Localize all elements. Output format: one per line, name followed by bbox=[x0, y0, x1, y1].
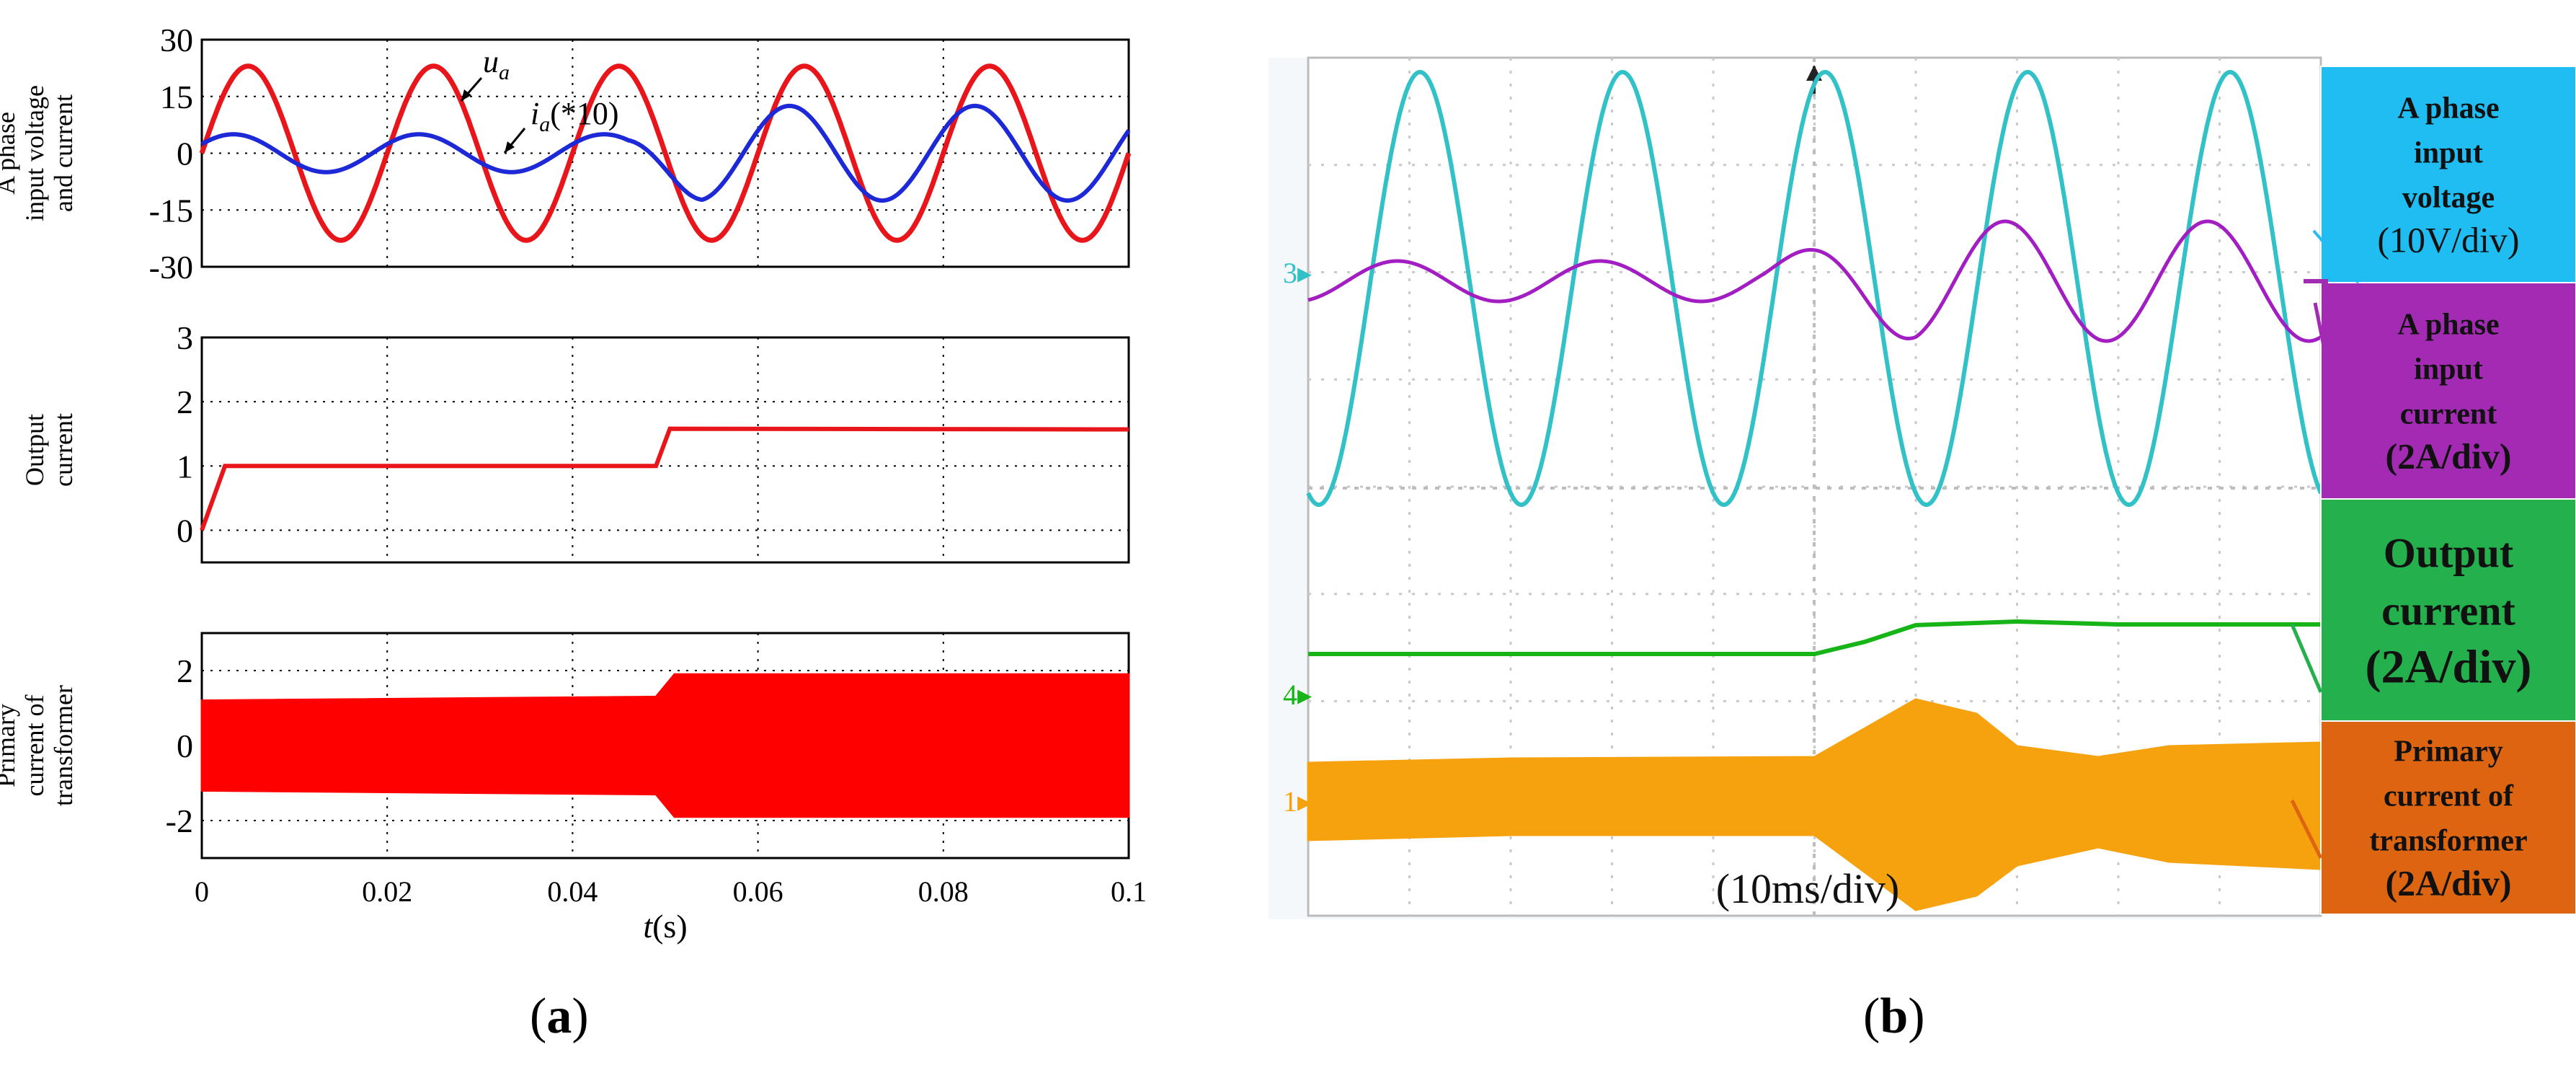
y-tick-label: -30 bbox=[149, 249, 193, 286]
channel-marker: 3▸ bbox=[1283, 257, 1312, 289]
annotation-ia: ia(*10) bbox=[530, 96, 619, 136]
y-axis-label: Primarycurrent oftransformer bbox=[0, 685, 78, 806]
series-ia-line bbox=[200, 103, 1131, 203]
panel-b-label: (b) bbox=[1863, 989, 1925, 1044]
legend-box bbox=[2320, 282, 2576, 500]
legend-text: (10V/div) bbox=[2377, 220, 2519, 260]
y-tick-label: 15 bbox=[160, 79, 193, 115]
legend-box bbox=[2320, 720, 2576, 915]
y-tick-label: 2 bbox=[177, 384, 193, 420]
x-tick-label: 0.1 bbox=[1111, 875, 1147, 908]
legend-text: voltage bbox=[2402, 182, 2495, 215]
panel-b: 3▸ 4▸ 1▸ (10ms/div) A phase input voltage (10V/… bbox=[1254, 0, 2576, 1079]
y-tick-label: 3 bbox=[177, 319, 193, 356]
legend-text: transformer bbox=[2369, 825, 2527, 858]
legend-text: Output bbox=[2384, 529, 2514, 576]
y-tick-label: 0 bbox=[177, 512, 193, 549]
legend-pointer-current bbox=[2313, 302, 2337, 405]
y-tick-label: -2 bbox=[166, 803, 193, 839]
legend-text: A phase bbox=[2397, 309, 2499, 342]
y-axis-label: Outputcurrent bbox=[20, 413, 78, 487]
channel-marker: 1▸ bbox=[1283, 785, 1312, 818]
x-axis-label: t(s) bbox=[643, 908, 687, 945]
annotation-ia-sub: a bbox=[539, 112, 550, 136]
legend-text: input bbox=[2414, 353, 2483, 386]
x-axis-label-unit: (s) bbox=[652, 908, 688, 945]
y-tick-label: 0 bbox=[177, 728, 193, 764]
x-tick-label: 0.06 bbox=[733, 875, 783, 908]
x-tick-label: 0.04 bbox=[547, 875, 598, 908]
legend-box bbox=[2320, 498, 2576, 722]
y-tick-label: 1 bbox=[177, 448, 193, 485]
chart-a1: 30 15 0 -15 -30 A phaseinput voltageand curre… bbox=[0, 22, 1132, 286]
y-tick-label: 0 bbox=[177, 136, 193, 172]
trace-output-current bbox=[1308, 619, 2321, 656]
legend-text: current bbox=[2381, 587, 2515, 634]
legend-text: A phase bbox=[2397, 92, 2499, 125]
legend-text: input bbox=[2414, 137, 2483, 170]
x-tick-label: 0 bbox=[195, 875, 209, 908]
chart-a3: 2 0 -2 Primarycurrent oftransformer 0 0.02 0.0… bbox=[0, 632, 1147, 945]
series-ua-line bbox=[199, 63, 1132, 243]
y-tick-label: 30 bbox=[160, 22, 193, 58]
time-div-label: (10ms/div) bbox=[1716, 865, 1900, 912]
plot-frame bbox=[200, 336, 1130, 564]
legend-text: (2A/div) bbox=[2386, 863, 2512, 903]
series-output-current-line bbox=[200, 426, 1129, 531]
legend-pointer-output bbox=[2290, 624, 2323, 693]
y-tick-label: -15 bbox=[149, 192, 193, 229]
legend-box bbox=[2320, 66, 2576, 283]
trace-input-voltage bbox=[1306, 70, 2323, 507]
legend-text: (2A/div) bbox=[2366, 640, 2532, 693]
x-tick-label: 0.08 bbox=[918, 875, 969, 908]
chart-a2: 3 2 1 0 Outputcurrent bbox=[20, 319, 1130, 564]
series-primary-current-band bbox=[200, 673, 1130, 818]
annotation-ua-arrowhead bbox=[461, 89, 471, 101]
annotation-ia-symbol: i bbox=[530, 96, 539, 131]
annotation-ia-suffix: (*10) bbox=[550, 96, 618, 131]
legend-pointer-primary bbox=[2290, 799, 2323, 859]
panel-b-oscilloscope: 3▸ 4▸ 1▸ (10ms/div) A phase input voltage (10V/… bbox=[1269, 56, 2576, 919]
y-tick-label: 2 bbox=[177, 653, 193, 689]
y-axis-label-line: input voltage bbox=[20, 85, 49, 221]
legend-pointer-voltage bbox=[2312, 229, 2360, 284]
annotation-ua: ua bbox=[483, 44, 510, 84]
y-axis-label-line: and current bbox=[49, 94, 78, 212]
panel-a-label: (a) bbox=[530, 989, 589, 1044]
legend-text: (2A/div) bbox=[2386, 436, 2512, 477]
y-axis-label-line: transformer bbox=[49, 685, 78, 806]
x-tick-label: 0.02 bbox=[362, 875, 412, 908]
x-axis-label-var: t bbox=[643, 908, 653, 945]
y-axis-label-line: Primary bbox=[0, 704, 20, 787]
annotation-ia-arrowhead bbox=[505, 141, 515, 153]
y-axis-label-line: current of bbox=[20, 695, 49, 797]
y-axis-label-line: Output bbox=[20, 414, 49, 486]
trace-input-current bbox=[1307, 219, 2322, 343]
annotation-ua-sub: a bbox=[499, 61, 510, 84]
legend-text: Primary bbox=[2394, 735, 2503, 769]
y-axis-label-line: current bbox=[49, 413, 78, 487]
y-axis-label-line: A phase bbox=[0, 112, 20, 195]
legend-text: current bbox=[2400, 398, 2497, 431]
channel-marker: 4▸ bbox=[1283, 678, 1312, 711]
y-axis-label: A phaseinput voltageand current bbox=[0, 85, 78, 221]
legend-text: current of bbox=[2384, 780, 2514, 813]
